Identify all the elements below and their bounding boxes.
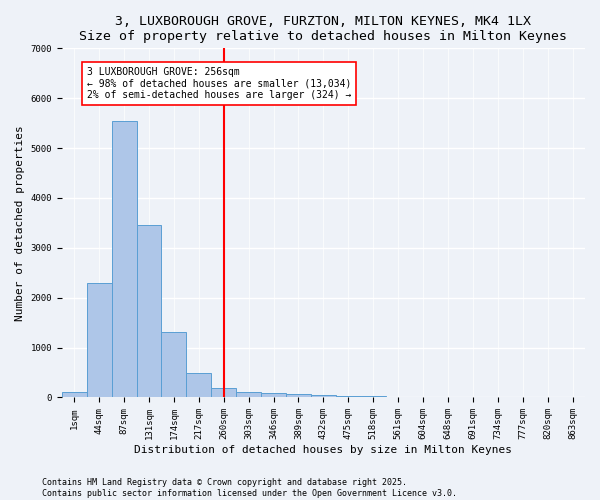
Bar bbox=[211, 388, 236, 398]
Bar bbox=[311, 396, 336, 398]
Bar bbox=[187, 373, 211, 398]
Bar bbox=[336, 396, 361, 398]
Bar bbox=[62, 392, 86, 398]
Bar bbox=[286, 394, 311, 398]
Text: Contains HM Land Registry data © Crown copyright and database right 2025.
Contai: Contains HM Land Registry data © Crown c… bbox=[42, 478, 457, 498]
X-axis label: Distribution of detached houses by size in Milton Keynes: Distribution of detached houses by size … bbox=[134, 445, 512, 455]
Bar bbox=[261, 394, 286, 398]
Bar bbox=[112, 120, 137, 398]
Bar bbox=[161, 332, 187, 398]
Bar bbox=[386, 396, 410, 398]
Title: 3, LUXBOROUGH GROVE, FURZTON, MILTON KEYNES, MK4 1LX
Size of property relative t: 3, LUXBOROUGH GROVE, FURZTON, MILTON KEY… bbox=[79, 15, 568, 43]
Text: 3 LUXBOROUGH GROVE: 256sqm
← 98% of detached houses are smaller (13,034)
2% of s: 3 LUXBOROUGH GROVE: 256sqm ← 98% of deta… bbox=[86, 68, 351, 100]
Bar bbox=[137, 226, 161, 398]
Bar bbox=[236, 392, 261, 398]
Bar bbox=[361, 396, 386, 398]
Bar bbox=[86, 283, 112, 398]
Y-axis label: Number of detached properties: Number of detached properties bbox=[15, 125, 25, 321]
